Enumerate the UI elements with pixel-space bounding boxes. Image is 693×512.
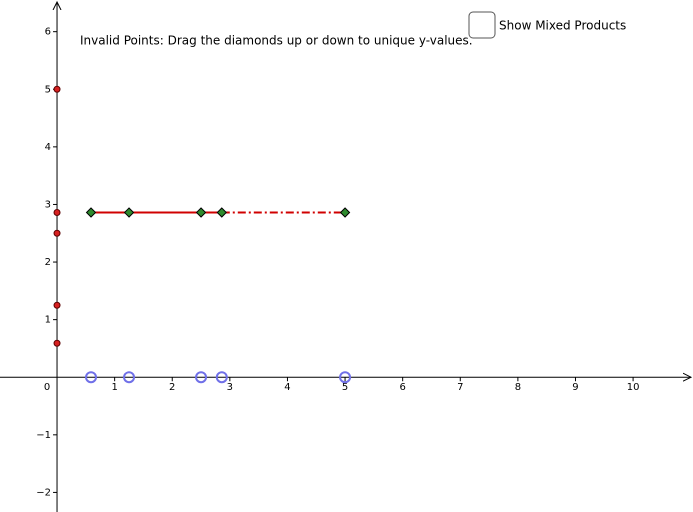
y-axis-point bbox=[53, 229, 61, 237]
x-tick-label: 2 bbox=[169, 382, 175, 393]
checkbox[interactable] bbox=[468, 11, 496, 39]
x-axis-circle bbox=[215, 371, 228, 384]
x-tick-label: 8 bbox=[515, 382, 521, 393]
y-axis-point bbox=[53, 85, 61, 93]
diamond[interactable] bbox=[85, 207, 97, 218]
diamond[interactable] bbox=[216, 207, 227, 218]
y-tick-label: 2 bbox=[45, 257, 51, 268]
diamond[interactable] bbox=[339, 207, 351, 218]
x-axis-circle bbox=[123, 371, 136, 384]
x-tick-label: 6 bbox=[399, 382, 405, 393]
x-axis-circle bbox=[339, 371, 352, 384]
y-axis-point bbox=[53, 209, 61, 217]
diamond[interactable] bbox=[195, 207, 207, 218]
instruction: Invalid Points: Drag the diamonds up or … bbox=[80, 34, 473, 48]
y-tick-label: 5 bbox=[45, 84, 51, 95]
checkbox-label[interactable]: Show Mixed Products bbox=[499, 19, 626, 33]
x-tick-label: 5 bbox=[342, 382, 348, 393]
y-tick-label: −2 bbox=[36, 487, 51, 498]
x-tick-label: 3 bbox=[227, 382, 233, 393]
y-tick-label: 3 bbox=[45, 199, 51, 210]
x-axis-circle bbox=[195, 371, 208, 384]
y-tick-label: −1 bbox=[36, 430, 51, 441]
y-tick-label: 1 bbox=[45, 315, 51, 326]
origin-label: 0 bbox=[44, 382, 50, 393]
x-tick-label: 9 bbox=[572, 382, 578, 393]
x-tick-label: 4 bbox=[284, 382, 290, 393]
y-tick-label: 6 bbox=[45, 27, 51, 38]
y-axis-point bbox=[53, 301, 61, 309]
diamond[interactable] bbox=[123, 207, 135, 218]
y-tick-label: 4 bbox=[45, 142, 51, 153]
x-tick-label: 10 bbox=[627, 382, 640, 393]
y-axis-point bbox=[53, 339, 61, 347]
x-tick-label: 1 bbox=[111, 382, 117, 393]
x-tick-label: 7 bbox=[457, 382, 463, 393]
x-axis-circle bbox=[85, 371, 98, 384]
